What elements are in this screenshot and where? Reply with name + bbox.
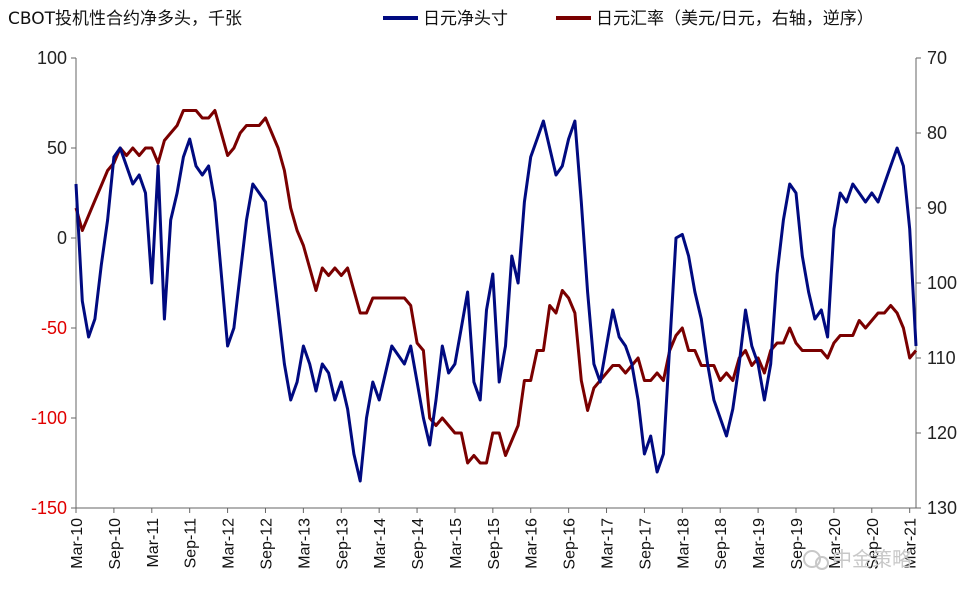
- x-tick-label: Sep-19: [789, 518, 806, 570]
- left-tick-label: 50: [47, 138, 67, 158]
- x-tick-label: Sep-13: [334, 518, 351, 570]
- x-tick-label: Sep-10: [107, 518, 124, 570]
- wechat-icon: [803, 550, 821, 568]
- x-tick-label: Mar-16: [524, 518, 541, 569]
- right-tick-label: 80: [927, 123, 947, 143]
- left-tick-label: 0: [57, 228, 67, 248]
- x-tick-label: Sep-16: [562, 518, 579, 570]
- x-tick-label: Sep-18: [713, 518, 730, 570]
- x-tick-label: Mar-14: [372, 518, 389, 569]
- left-tick-label: -150: [31, 498, 67, 518]
- left-tick-label: -50: [41, 318, 67, 338]
- left-axis-ticks: 100 50 0 -50 -100 -150: [31, 48, 76, 518]
- x-tick-label: Mar-17: [600, 518, 617, 569]
- x-tick-label: Sep-17: [637, 518, 654, 570]
- x-tick-label: Mar-11: [145, 518, 162, 568]
- left-tick-label: -100: [31, 408, 67, 428]
- right-tick-label: 120: [927, 423, 957, 443]
- right-axis-ticks: 70 80 90 100 110 120 130: [916, 48, 957, 518]
- x-tick-label: Mar-13: [296, 518, 313, 569]
- x-tick-label: Sep-15: [486, 518, 503, 570]
- legend-entry-2: 日元汇率（美元/日元，右轴，逆序）: [596, 9, 874, 29]
- chart-title: CBOT投机性合约净多头，千张: [8, 9, 242, 29]
- x-tick-label: Sep-14: [410, 518, 427, 570]
- watermark: 中金策略: [803, 547, 912, 571]
- legend-entry-1: 日元净头寸: [423, 9, 508, 29]
- x-tick-label: Mar-18: [675, 518, 692, 569]
- x-tick-label: Mar-19: [751, 518, 768, 569]
- right-tick-label: 90: [927, 198, 947, 218]
- x-tick-label: Sep-11: [183, 518, 200, 569]
- x-tick-label: Mar-20: [827, 518, 844, 569]
- x-tick-label: Mar-21: [903, 518, 920, 569]
- wechat-icon-bubble: [815, 556, 829, 570]
- x-axis-ticks: Mar-10 Sep-10 Mar-11 Sep-11 Mar-12 Sep-12 Mar-…: [69, 508, 920, 570]
- left-tick-label: 100: [37, 48, 67, 68]
- right-tick-label: 110: [927, 348, 956, 368]
- x-tick-label: Mar-12: [221, 518, 238, 569]
- x-tick-label: Mar-10: [69, 518, 86, 569]
- right-tick-label: 130: [927, 498, 957, 518]
- x-tick-label: Sep-12: [258, 518, 275, 570]
- right-tick-label: 100: [927, 273, 957, 293]
- watermark-text: 中金策略: [832, 547, 912, 571]
- series-line-yen-net-position: [74, 119, 918, 483]
- x-tick-label: Mar-15: [448, 518, 465, 569]
- right-tick-label: 70: [927, 48, 947, 68]
- x-tick-label: Sep-20: [865, 518, 882, 570]
- series-line-yen-rate: [74, 109, 918, 465]
